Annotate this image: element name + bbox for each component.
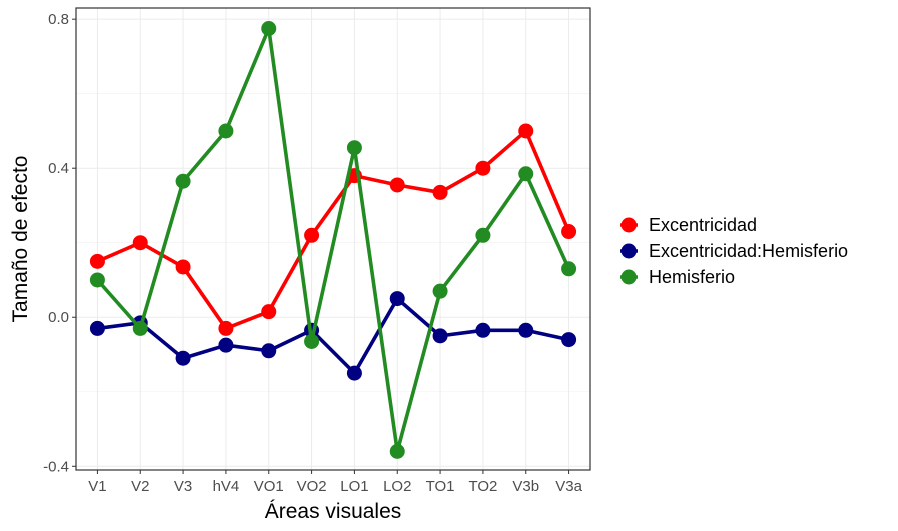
data-point [475, 227, 491, 243]
y-axis-title: Tamaño de efecto [9, 156, 32, 323]
data-point [89, 253, 105, 269]
data-point [261, 20, 277, 36]
data-point [261, 304, 277, 320]
series-group [89, 20, 577, 459]
plot-border [75, 7, 591, 471]
data-point [561, 332, 577, 348]
series-line [95, 26, 571, 454]
x-tick-label: V3b [512, 478, 539, 495]
legend: Excentricidad Excentricidad:Hemisferio Hem… [620, 215, 848, 287]
data-point [218, 337, 234, 353]
data-point [89, 320, 105, 336]
data-point [561, 261, 577, 277]
data-point [475, 322, 491, 338]
data-point [518, 123, 534, 139]
y-tick-label: 0.8 [48, 11, 69, 28]
x-tick-label: V1 [88, 478, 106, 495]
x-tick-label: LO2 [383, 478, 411, 495]
data-point [346, 365, 362, 381]
data-point [518, 322, 534, 338]
data-point [518, 166, 534, 182]
data-point [475, 160, 491, 176]
x-axis: V1 V2 V3 hV4 VO1 VO2 LO1 LO2 TO1 TO2 V3b V3a [88, 470, 583, 495]
x-tick-label: V3 [174, 478, 192, 495]
data-point [89, 272, 105, 288]
x-tick-label: TO1 [426, 478, 455, 495]
x-tick-label: LO1 [340, 478, 368, 495]
series-layer [89, 20, 577, 459]
x-axis-title: Áreas visuales [265, 500, 402, 523]
data-point [175, 173, 191, 189]
data-point [389, 443, 405, 459]
x-tick-label: VO1 [254, 478, 284, 495]
legend-label: Excentricidad [649, 215, 757, 235]
legend-label: Hemisferio [649, 267, 735, 287]
x-tick-label: V2 [131, 478, 149, 495]
data-point [389, 291, 405, 307]
data-point [218, 123, 234, 139]
x-tick-label: V3a [555, 478, 582, 495]
legend-key-point [621, 217, 637, 233]
x-tick-label: VO2 [297, 478, 327, 495]
y-tick-label: 0.0 [48, 309, 69, 326]
data-point [561, 224, 577, 240]
data-point [432, 283, 448, 299]
legend-key-point [621, 243, 637, 259]
data-point [432, 184, 448, 200]
series-group [89, 123, 577, 336]
y-axis: -0.4 0.0 0.4 0.8 [43, 11, 76, 475]
legend-label: Excentricidad:Hemisferio [649, 241, 848, 261]
data-point [132, 320, 148, 336]
x-tick-label: TO2 [468, 478, 497, 495]
data-point [389, 177, 405, 193]
grid-lines [76, 8, 590, 470]
data-point [132, 235, 148, 251]
data-point [432, 328, 448, 344]
data-point [218, 320, 234, 336]
data-point [304, 333, 320, 349]
data-point [346, 140, 362, 156]
data-point [175, 350, 191, 366]
legend-key-point [621, 269, 637, 285]
x-tick-label: hV4 [213, 478, 240, 495]
data-point [175, 259, 191, 275]
y-tick-label: 0.4 [48, 160, 69, 177]
data-point [261, 343, 277, 359]
series-line [95, 129, 571, 331]
data-point [304, 227, 320, 243]
y-tick-label: -0.4 [43, 458, 69, 475]
